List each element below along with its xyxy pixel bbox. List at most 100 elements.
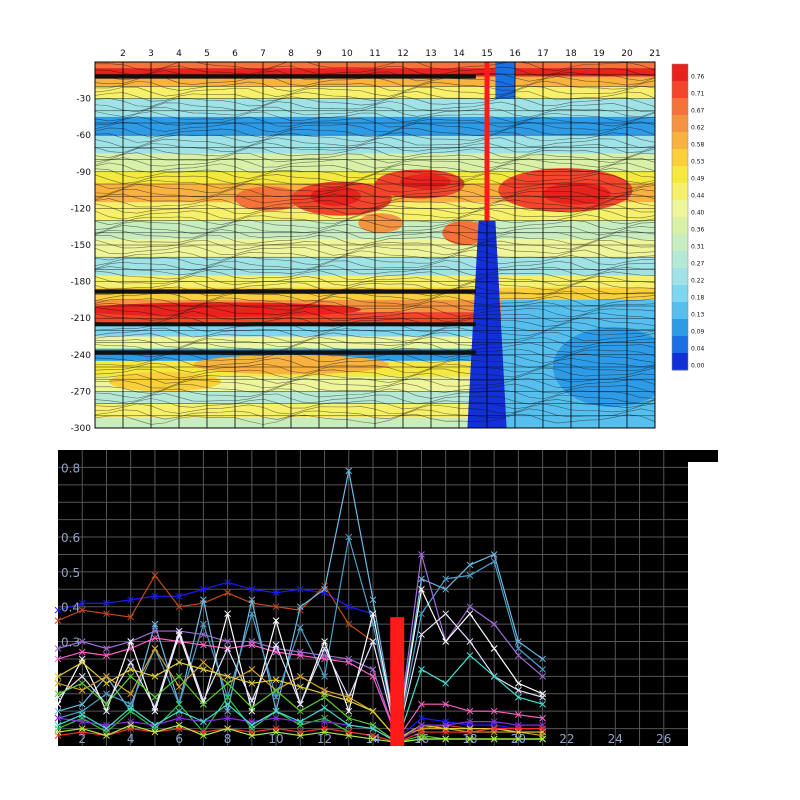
data-point bbox=[515, 735, 522, 743]
data-point bbox=[442, 610, 450, 618]
data-point bbox=[321, 718, 328, 725]
y-tick-label: -240 bbox=[71, 351, 92, 361]
data-point bbox=[466, 638, 474, 645]
data-point bbox=[466, 572, 474, 579]
data-point bbox=[103, 679, 110, 687]
data-point bbox=[490, 551, 498, 558]
colorbar-label: 0.18 bbox=[691, 294, 705, 301]
y-tick-label: 0.3 bbox=[61, 636, 80, 650]
data-point bbox=[539, 666, 546, 673]
data-point bbox=[442, 728, 450, 736]
colorbar-swatch bbox=[672, 268, 688, 286]
data-point bbox=[418, 721, 425, 729]
data-point bbox=[345, 732, 353, 739]
data-point bbox=[103, 610, 110, 618]
colorbar-swatch bbox=[672, 149, 688, 167]
colorbar-swatch bbox=[672, 302, 688, 320]
x-tick-label: 21 bbox=[649, 49, 660, 59]
data-point bbox=[345, 533, 353, 541]
contour-dark-band bbox=[95, 289, 476, 294]
data-point bbox=[345, 707, 353, 715]
data-point bbox=[54, 728, 62, 736]
red-bar bbox=[390, 617, 405, 746]
data-point bbox=[539, 693, 546, 701]
x-tick-label: 17 bbox=[537, 49, 548, 59]
colorbar-label: 0.53 bbox=[691, 158, 705, 165]
data-point bbox=[175, 627, 183, 635]
x-tick-label: 2 bbox=[120, 49, 126, 59]
x-tick-label: 26 bbox=[656, 732, 671, 746]
x-tick-label: 15 bbox=[481, 49, 492, 59]
data-point bbox=[369, 596, 377, 604]
colorbar-swatch bbox=[672, 285, 688, 303]
data-point bbox=[418, 610, 425, 618]
data-point bbox=[54, 714, 62, 722]
data-point bbox=[466, 718, 474, 725]
data-point bbox=[248, 641, 256, 649]
data-point bbox=[151, 634, 159, 642]
data-point bbox=[224, 638, 231, 645]
data-point bbox=[490, 707, 498, 715]
data-point bbox=[272, 707, 280, 715]
data-point bbox=[54, 700, 62, 708]
data-point bbox=[321, 655, 328, 663]
data-point bbox=[127, 672, 135, 680]
data-point bbox=[224, 672, 231, 680]
x-tick-label: 10 bbox=[268, 732, 283, 746]
data-point bbox=[296, 732, 304, 739]
data-point bbox=[539, 700, 546, 708]
data-point bbox=[418, 735, 425, 743]
data-point bbox=[418, 714, 425, 722]
y-tick-label: -30 bbox=[76, 95, 91, 105]
data-point bbox=[515, 645, 522, 652]
data-point bbox=[442, 735, 450, 743]
data-point bbox=[466, 735, 474, 743]
colorbar-swatch bbox=[672, 200, 688, 218]
x-tick-label: 18 bbox=[565, 49, 577, 59]
colorbar-swatch bbox=[672, 132, 688, 150]
data-point bbox=[127, 638, 135, 645]
data-point bbox=[127, 704, 135, 712]
data-point bbox=[54, 655, 62, 663]
data-point bbox=[345, 603, 353, 611]
colorbar-swatch bbox=[672, 234, 688, 252]
data-point bbox=[151, 572, 159, 579]
data-point bbox=[127, 721, 135, 729]
data-point bbox=[103, 732, 110, 739]
x-tick-label: 18 bbox=[462, 732, 477, 746]
colorbar-swatch bbox=[672, 183, 688, 201]
y-tick-label: 0.4 bbox=[61, 601, 80, 615]
data-point bbox=[78, 599, 86, 607]
colorbar-label: 0.62 bbox=[691, 124, 705, 131]
data-point bbox=[78, 700, 86, 708]
data-point bbox=[224, 693, 231, 701]
data-point bbox=[466, 610, 474, 618]
x-tick-label: 3 bbox=[148, 49, 154, 59]
data-point bbox=[539, 725, 546, 732]
contour-dark-band bbox=[95, 350, 476, 355]
data-point bbox=[200, 666, 207, 673]
data-point bbox=[539, 672, 546, 680]
data-point bbox=[175, 603, 183, 611]
data-point bbox=[442, 638, 450, 645]
data-point bbox=[248, 666, 256, 673]
data-point bbox=[248, 610, 256, 618]
data-point bbox=[175, 683, 183, 691]
blue-column-top bbox=[495, 62, 515, 99]
data-point bbox=[345, 620, 353, 628]
data-point bbox=[442, 700, 450, 708]
data-point bbox=[224, 725, 231, 732]
data-point bbox=[296, 700, 304, 708]
data-point bbox=[248, 697, 256, 705]
data-point bbox=[321, 672, 328, 680]
data-point bbox=[200, 718, 207, 725]
data-point bbox=[296, 672, 304, 680]
data-point bbox=[418, 700, 425, 708]
data-point bbox=[200, 620, 207, 628]
x-tick-label: 12 bbox=[317, 732, 332, 746]
data-point bbox=[103, 652, 110, 659]
colorbar-swatch bbox=[672, 81, 688, 99]
x-tick-label: 16 bbox=[414, 732, 429, 746]
data-point bbox=[151, 645, 159, 652]
data-point bbox=[490, 645, 498, 652]
